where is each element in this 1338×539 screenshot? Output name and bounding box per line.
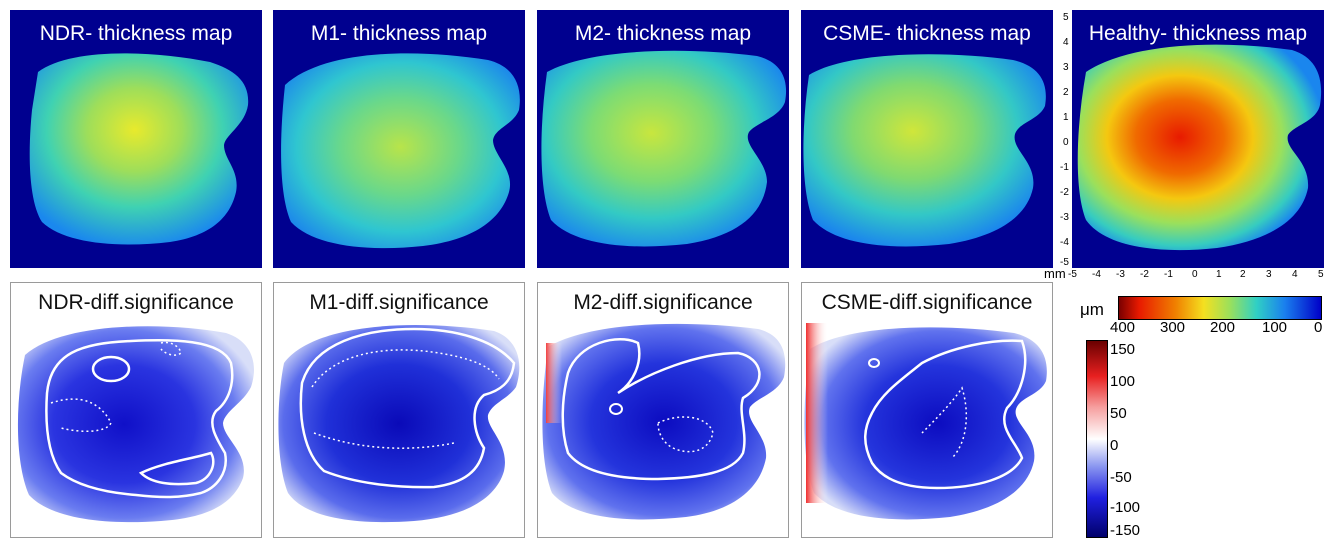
csme-diff-title: CSME-diff.significance bbox=[821, 291, 1033, 314]
diff-colorbar-label: 50 bbox=[1110, 405, 1127, 422]
x-tick: -3 bbox=[1116, 269, 1125, 280]
diff-map-ndr: NDR-diff.significance bbox=[10, 282, 262, 538]
m2-thickness-title: M2- thickness map bbox=[574, 22, 752, 45]
diff-colorbar-label: -50 bbox=[1110, 469, 1132, 486]
x-tick: -1 bbox=[1164, 269, 1173, 280]
y-tick: -2 bbox=[1060, 187, 1069, 198]
m1-diff-image bbox=[278, 325, 520, 523]
m1-thickness-image bbox=[281, 53, 520, 249]
diff-colorbar-label: 150 bbox=[1110, 341, 1136, 358]
diff-map-m2: M2-diff.significance bbox=[537, 282, 789, 538]
y-tick: 5 bbox=[1063, 12, 1069, 23]
csme-diff-image bbox=[804, 323, 1047, 520]
thickness-colorbar-label: 0 bbox=[1314, 319, 1323, 336]
diff-map-csme: CSME-diff.significance bbox=[801, 282, 1053, 538]
x-tick: -4 bbox=[1092, 269, 1101, 280]
diff-colorbar bbox=[1086, 340, 1108, 538]
thickness-colorbar-label: 100 bbox=[1262, 319, 1288, 336]
y-tick: 2 bbox=[1063, 87, 1069, 98]
y-tick: 1 bbox=[1063, 112, 1069, 123]
x-tick: 0 bbox=[1192, 269, 1198, 280]
m1-diff-title: M1-diff.significance bbox=[309, 291, 489, 314]
thickness-colorbar-label: 200 bbox=[1210, 319, 1236, 336]
thickness-colorbar-label: 400 bbox=[1110, 319, 1136, 336]
y-tick: -1 bbox=[1060, 162, 1069, 173]
thickness-map-ndr: NDR- thickness map bbox=[10, 10, 262, 268]
m2-diff-title: M2-diff.significance bbox=[573, 291, 753, 314]
thickness-map-csme: CSME- thickness map bbox=[801, 10, 1053, 268]
y-tick: 0 bbox=[1063, 137, 1069, 148]
csme-thickness-title: CSME- thickness map bbox=[823, 22, 1031, 45]
axis-unit-label: mm bbox=[1044, 266, 1066, 281]
x-tick: 1 bbox=[1216, 269, 1222, 280]
diff-map-m1: M1-diff.significance bbox=[273, 282, 525, 538]
x-tick: -5 bbox=[1068, 269, 1077, 280]
thickness-map-m2: M2- thickness map bbox=[537, 10, 789, 268]
ndr-thickness-title: NDR- thickness map bbox=[39, 22, 233, 45]
ndr-diff-image bbox=[17, 326, 254, 523]
thickness-map-m1: M1- thickness map bbox=[273, 10, 525, 268]
m1-thickness-title: M1- thickness map bbox=[310, 22, 488, 45]
x-tick: 2 bbox=[1240, 269, 1246, 280]
diff-colorbar-label: -150 bbox=[1110, 522, 1141, 539]
thickness-colorbar-label: 300 bbox=[1160, 319, 1186, 336]
ndr-thickness-image bbox=[29, 53, 249, 245]
csme-thickness-image bbox=[803, 54, 1046, 247]
healthy-thickness-title: Healthy- thickness map bbox=[1088, 22, 1308, 45]
y-tick: -4 bbox=[1060, 237, 1069, 248]
thickness-colorbar-unit: μm bbox=[1080, 300, 1104, 319]
diff-colorbar-label: 100 bbox=[1110, 373, 1136, 390]
x-tick: 5 bbox=[1318, 269, 1324, 280]
x-tick: 3 bbox=[1266, 269, 1272, 280]
y-tick: 4 bbox=[1063, 37, 1069, 48]
y-tick: -5 bbox=[1060, 257, 1069, 268]
x-tick: 4 bbox=[1292, 269, 1298, 280]
thickness-map-healthy: Healthy- thickness map bbox=[1072, 10, 1324, 268]
ndr-diff-title: NDR-diff.significance bbox=[38, 291, 234, 314]
healthy-thickness-image bbox=[1077, 44, 1322, 251]
x-tick: -2 bbox=[1140, 269, 1149, 280]
diff-colorbar-label: -100 bbox=[1110, 499, 1141, 516]
diff-colorbar-label: 0 bbox=[1110, 437, 1119, 454]
y-tick: -3 bbox=[1060, 212, 1069, 223]
m2-thickness-image bbox=[541, 50, 787, 247]
y-tick: 3 bbox=[1063, 62, 1069, 73]
thickness-colorbar bbox=[1118, 296, 1322, 320]
m2-diff-image bbox=[542, 323, 786, 520]
